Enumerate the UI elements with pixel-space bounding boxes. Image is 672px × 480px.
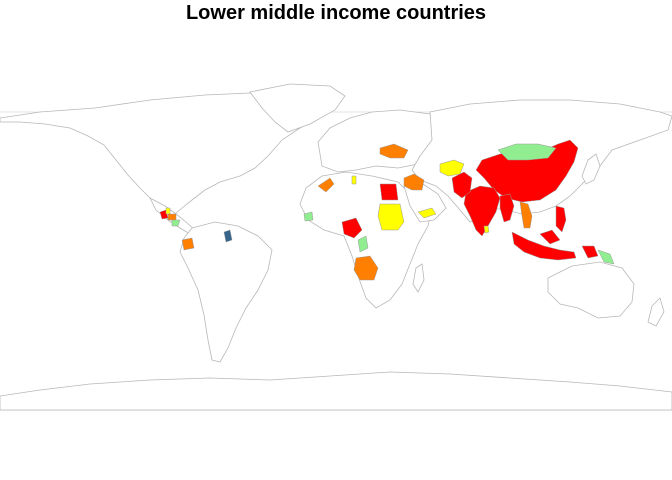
country-belize — [165, 207, 171, 215]
country-vietnam — [519, 201, 533, 229]
country-tunisia — [351, 175, 357, 185]
land-new-zealand — [647, 297, 665, 327]
country-uzbekistan — [439, 159, 465, 177]
country-senegal — [303, 211, 314, 222]
country-sri-lanka — [483, 225, 490, 234]
country-sudan — [377, 203, 405, 231]
country-india — [463, 185, 501, 237]
country-myanmar — [499, 193, 515, 223]
land-north-america — [0, 92, 331, 215]
country-philippines — [555, 205, 567, 233]
country-ecuador — [181, 237, 195, 251]
country-guyana — [223, 229, 233, 243]
country-honduras — [167, 213, 177, 221]
land-australia — [547, 261, 635, 319]
country-angola — [353, 255, 379, 281]
country-nicaragua — [171, 219, 181, 227]
land-layer — [0, 83, 672, 411]
country-congo — [357, 235, 369, 253]
land-south-america — [179, 221, 273, 363]
country-ukraine — [379, 143, 409, 159]
country-yemen — [417, 207, 437, 219]
map-title: Lower middle income countries — [185, 2, 487, 24]
land-greenland — [249, 83, 346, 133]
country-iraq — [403, 173, 425, 191]
country-egypt — [379, 183, 399, 201]
country-indonesia — [511, 229, 577, 261]
land-antarctica — [0, 371, 672, 411]
country-solomon-islands — [597, 249, 615, 265]
land-madagascar — [412, 263, 425, 293]
land-japan — [581, 153, 601, 185]
country-mongolia — [497, 143, 557, 161]
country-nigeria — [341, 217, 363, 239]
countries-layer — [159, 139, 615, 281]
country-papua-new-guinea — [581, 245, 599, 259]
country-morocco — [317, 177, 335, 193]
country-pakistan — [451, 171, 473, 199]
